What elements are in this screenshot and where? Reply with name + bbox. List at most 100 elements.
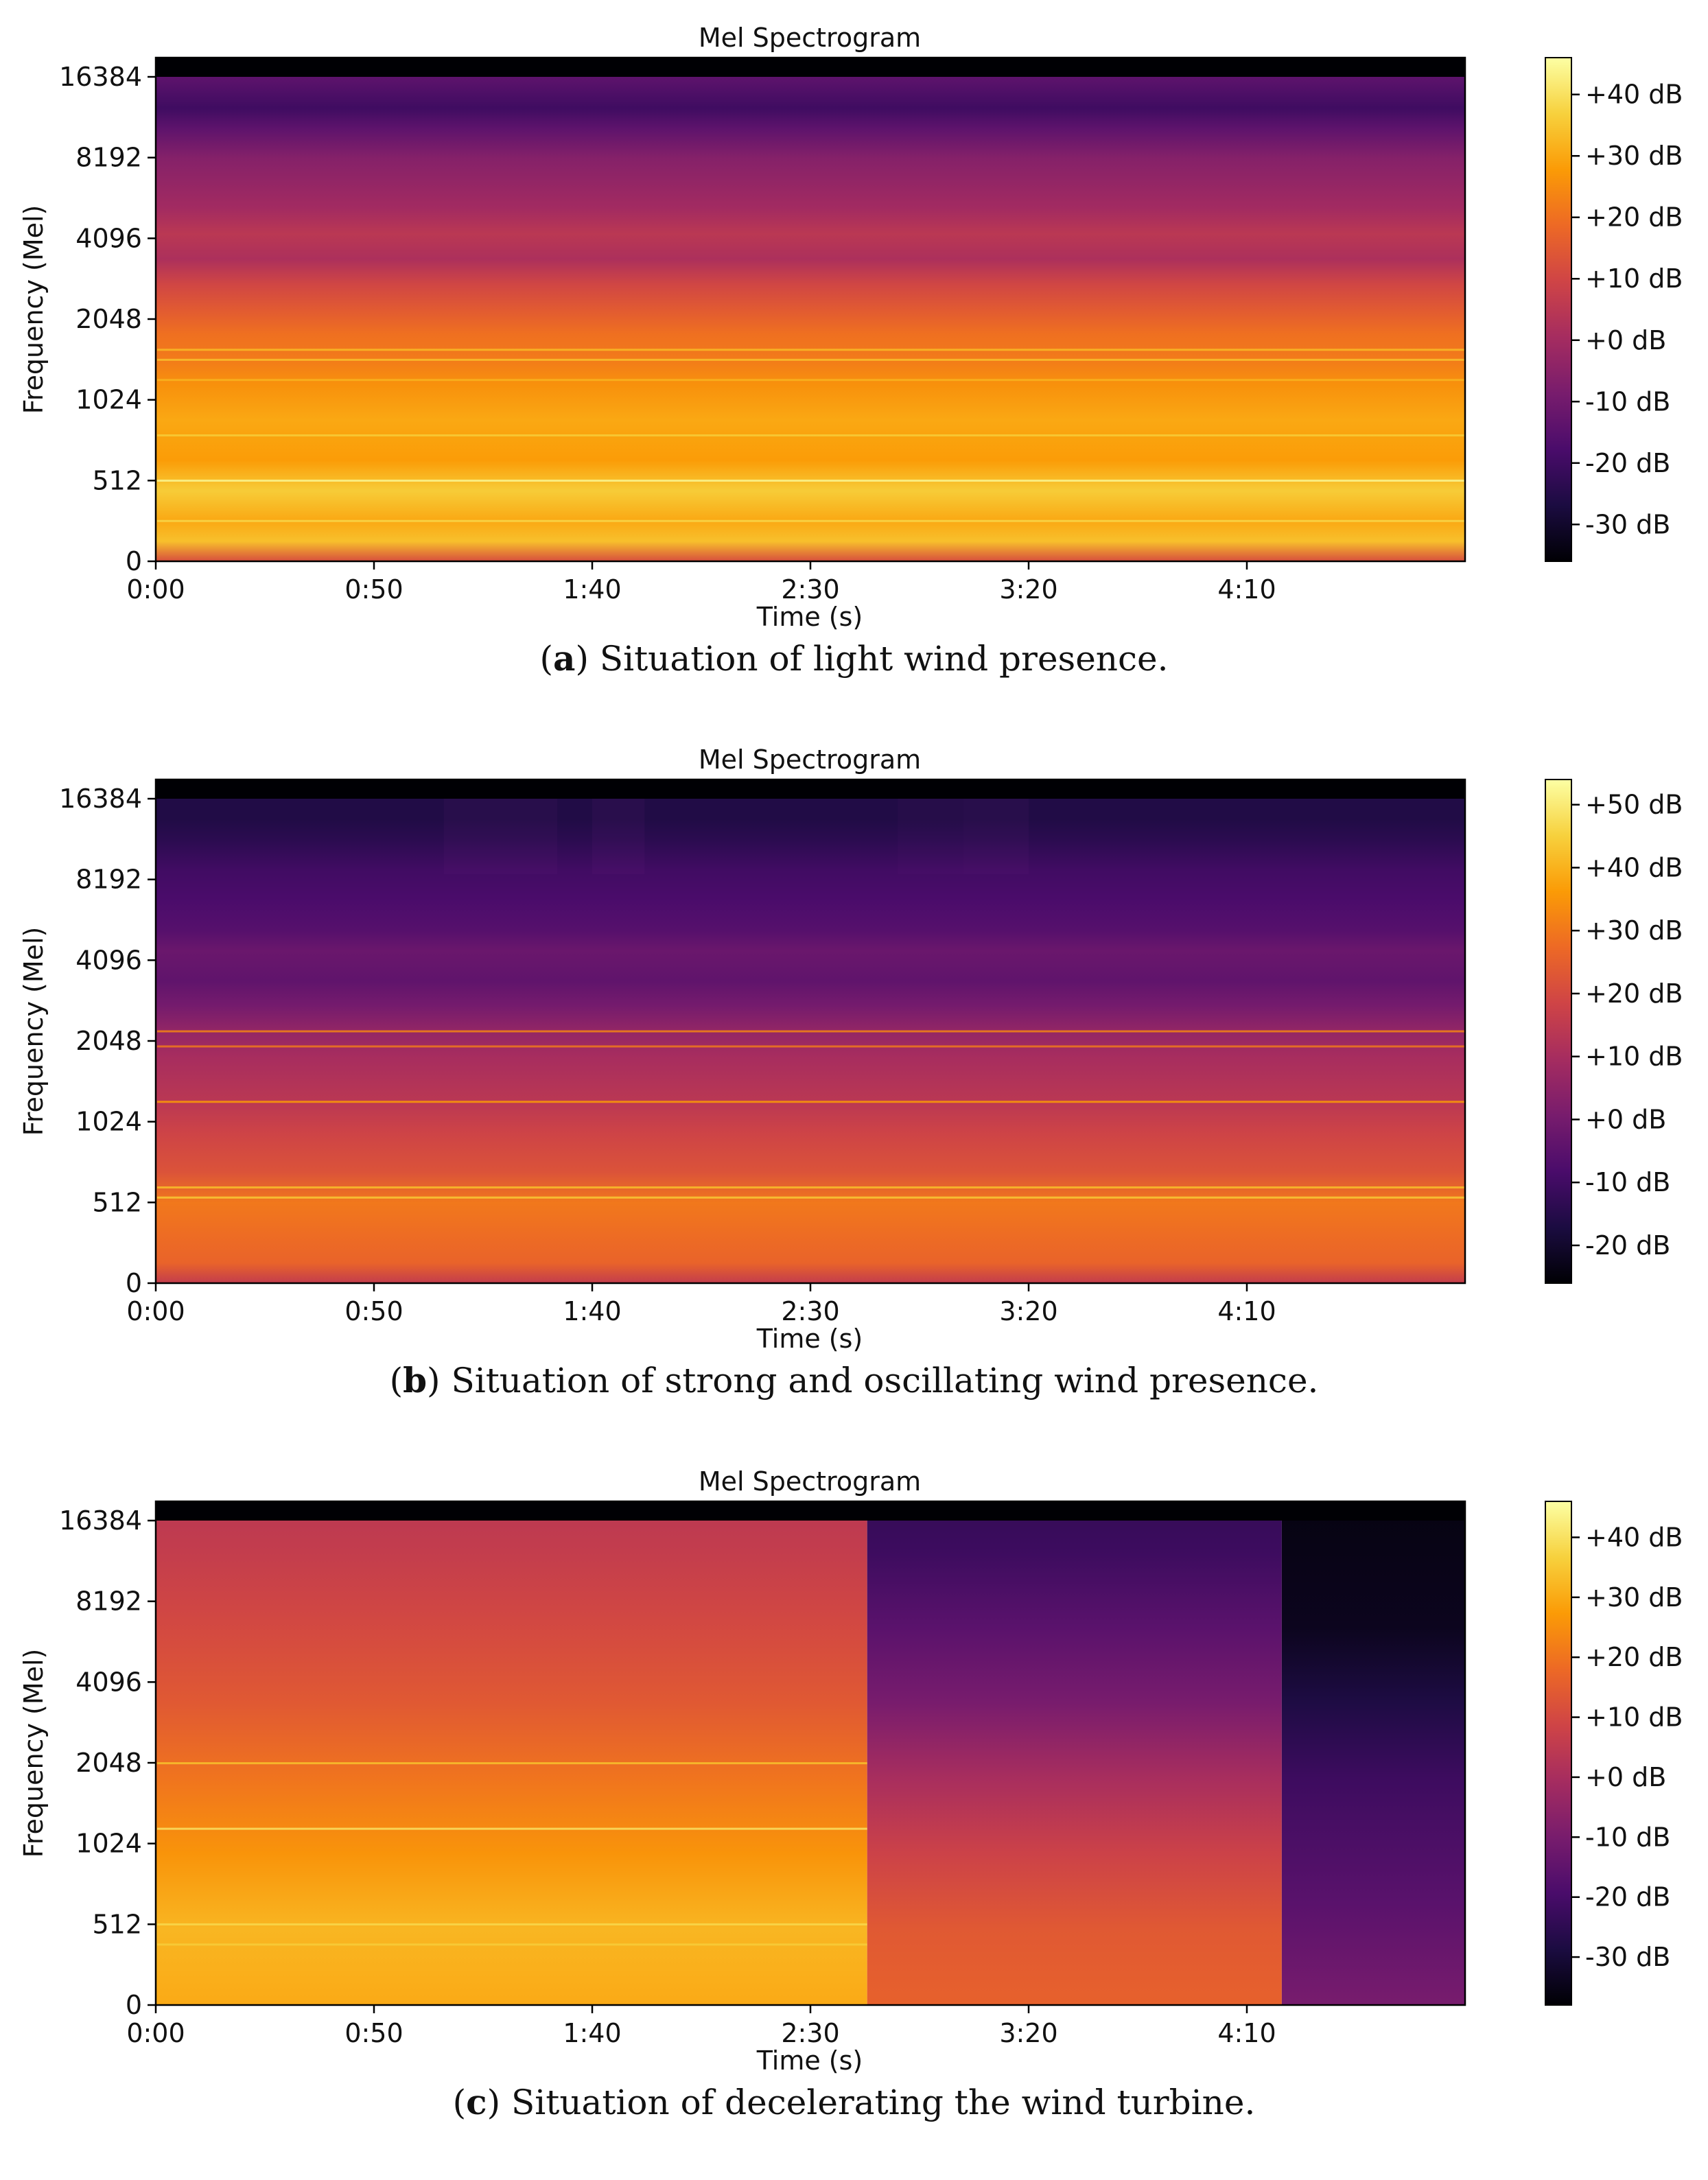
spectrogram-figure: Mel Spectrogram 0 512 1024 2048 4096 8192 1638… — [19, 23, 1683, 631]
y-axis-label: Frequency (Mel) — [19, 927, 49, 1136]
caption-letter: c — [466, 2082, 487, 2122]
x-tick-label: 3:20 — [999, 2018, 1057, 2048]
figure-caption: (a) Situation of light wind presence. — [539, 638, 1169, 679]
x-tick-label: 0:00 — [126, 2018, 185, 2048]
y-axis-label: Frequency (Mel) — [19, 205, 49, 414]
harmonic-lines — [157, 349, 1465, 522]
top-clip-band — [156, 58, 1465, 77]
colorbar-tick-label: -30 dB — [1585, 509, 1670, 539]
y-tick-label: 8192 — [75, 865, 142, 895]
y-tick-label: 512 — [92, 1909, 142, 1939]
colorbar-tick-label: +40 dB — [1585, 80, 1683, 110]
colorbar-ticks: +50 dB +40 dB +30 dB +20 dB +10 dB +0 dB -10 d… — [1571, 790, 1683, 1261]
colorbar-tick-label: +0 dB — [1585, 1762, 1666, 1792]
gust-column — [898, 799, 963, 874]
colorbar-tick-label: +0 dB — [1585, 1104, 1666, 1134]
x-tick-label: 1:40 — [563, 1296, 621, 1326]
figure-panel-b: Mel Spectrogram 0 512 1024 2048 4096 8192 1638… — [0, 722, 1708, 1435]
x-axis-ticks: 0:00 0:50 1:40 2:30 3:20 4:10 — [126, 1283, 1276, 1326]
y-axis-ticks: 0 512 1024 2048 4096 8192 16384 — [59, 784, 156, 1298]
y-tick-label: 4096 — [75, 945, 142, 975]
spectrogram-figure: Mel Spectrogram 0 512 1024 2048 4096 8192 1638… — [19, 1466, 1683, 2075]
colorbar-tick-label: +10 dB — [1585, 1702, 1683, 1733]
y-axis-ticks: 0 512 1024 2048 4096 8192 16384 — [59, 62, 156, 576]
colorbar-tick-label: -10 dB — [1585, 1167, 1670, 1197]
top-clip-band — [156, 1501, 1465, 1521]
caption-text: Situation of strong and oscillating wind… — [440, 1361, 1319, 1400]
x-tick-label: 0:50 — [344, 574, 403, 605]
figure-caption: (c) Situation of decelerating the wind t… — [452, 2082, 1256, 2122]
wind-gust-shading — [443, 799, 1029, 874]
heatmap-segment — [867, 1501, 1282, 2005]
y-tick-label: 1024 — [75, 385, 142, 415]
x-tick-label: 1:40 — [563, 574, 621, 605]
harmonic-lines — [157, 1762, 867, 1946]
x-tick-label: 2:30 — [781, 2018, 839, 2048]
harmonic-lines — [157, 1030, 1465, 1199]
y-tick-label: 0 — [126, 546, 142, 576]
colorbar-tick-label: -10 dB — [1585, 1822, 1670, 1852]
colorbar-tick-label: +20 dB — [1585, 202, 1683, 233]
figure-panel-c: Mel Spectrogram 0 512 1024 2048 4096 8192 1638… — [0, 1444, 1708, 2157]
x-tick-label: 4:10 — [1217, 1296, 1276, 1326]
y-tick-label: 1024 — [75, 1107, 142, 1137]
x-axis-label: Time (s) — [756, 2046, 863, 2075]
figure-caption: (b) Situation of strong and oscillating … — [389, 1360, 1319, 1400]
gust-column — [443, 799, 558, 874]
colorbar-tick-label: -20 dB — [1585, 1882, 1670, 1912]
x-tick-label: 2:30 — [781, 574, 839, 605]
caption-letter: b — [403, 1360, 428, 1400]
x-axis-ticks: 0:00 0:50 1:40 2:30 3:20 4:10 — [126, 2005, 1276, 2048]
gust-column — [592, 799, 645, 874]
heatmap-segment — [156, 1501, 867, 2005]
y-tick-label: 2048 — [75, 1748, 142, 1778]
colorbar-tick-label: +30 dB — [1585, 141, 1683, 171]
y-tick-label: 1024 — [75, 1829, 142, 1859]
y-tick-label: 8192 — [75, 1586, 142, 1617]
colorbar-tick-label: +40 dB — [1585, 1522, 1683, 1552]
chart-title: Mel Spectrogram — [699, 745, 921, 775]
y-tick-label: 16384 — [59, 62, 142, 92]
x-tick-label: 0:00 — [126, 1296, 185, 1326]
colorbar — [1545, 1501, 1572, 2006]
x-tick-label: 0:50 — [344, 1296, 403, 1326]
colorbar-tick-label: +30 dB — [1585, 915, 1683, 946]
colorbar-tick-label: -20 dB — [1585, 448, 1670, 478]
y-tick-label: 4096 — [75, 223, 142, 253]
spectrogram-heatmap — [156, 1501, 1465, 2005]
x-tick-label: 3:20 — [999, 1296, 1057, 1326]
colorbar-tick-label: +50 dB — [1585, 790, 1683, 820]
y-axis-ticks: 0 512 1024 2048 4096 8192 16384 — [59, 1505, 156, 2020]
x-tick-label: 0:50 — [344, 2018, 403, 2048]
colorbar-tick-label: +30 dB — [1585, 1582, 1683, 1613]
colorbar-ticks: +40 dB +30 dB +20 dB +10 dB +0 dB -10 dB -20 d… — [1571, 80, 1683, 539]
colorbar-tick-label: -20 dB — [1585, 1230, 1670, 1261]
chart-title: Mel Spectrogram — [699, 1466, 921, 1497]
colorbar-tick-label: -10 dB — [1585, 386, 1670, 417]
top-clip-band — [156, 780, 1465, 799]
y-tick-label: 8192 — [75, 143, 142, 173]
figure-panel-a: Mel Spectrogram 0 512 1024 2048 4096 8192 1638… — [0, 0, 1708, 714]
caption-text: Situation of light wind presence. — [588, 639, 1169, 679]
x-tick-label: 3:20 — [999, 574, 1057, 605]
colorbar — [1545, 779, 1572, 1284]
colorbar-tick-label: +0 dB — [1585, 325, 1666, 355]
y-tick-label: 2048 — [75, 304, 142, 334]
spectrogram-heatmap — [156, 58, 1465, 561]
colorbar-ticks: +40 dB +30 dB +20 dB +10 dB +0 dB -10 dB -20 d… — [1571, 1522, 1683, 1972]
spectrogram-figure: Mel Spectrogram 0 512 1024 2048 4096 8192 1638… — [19, 745, 1683, 1353]
x-axis-label: Time (s) — [756, 1324, 863, 1353]
heatmap-segment — [1281, 1501, 1465, 2005]
colorbar-tick-label: -30 dB — [1585, 1942, 1670, 1972]
y-tick-label: 0 — [126, 1990, 142, 2020]
colorbar-tick-label: +20 dB — [1585, 978, 1683, 1009]
gust-column — [963, 799, 1029, 874]
x-tick-label: 1:40 — [563, 2018, 621, 2048]
x-tick-label: 2:30 — [781, 1296, 839, 1326]
colorbar-tick-label: +10 dB — [1585, 263, 1683, 294]
caption-letter: a — [553, 638, 576, 679]
x-tick-label: 4:10 — [1217, 574, 1276, 605]
colorbar — [1545, 57, 1572, 562]
y-tick-label: 4096 — [75, 1667, 142, 1697]
x-tick-label: 0:00 — [126, 574, 185, 605]
